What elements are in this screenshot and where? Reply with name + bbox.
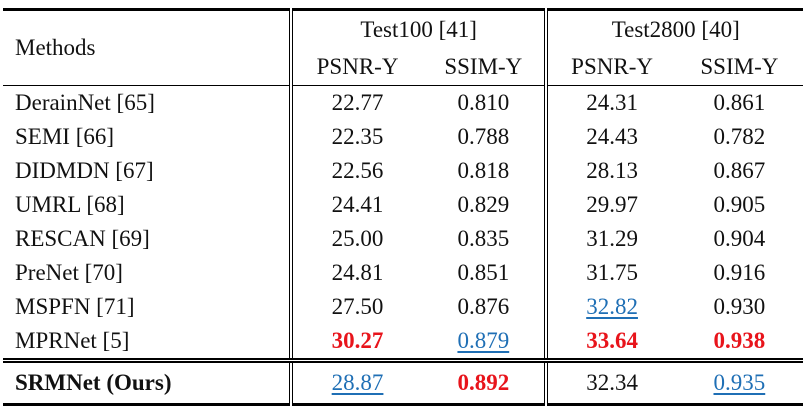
- method: SRMNet (Ours): [3, 358, 293, 406]
- method: PreNet [70]: [3, 256, 293, 290]
- cell: 22.35: [331, 124, 384, 149]
- method: MSPFN [71]: [3, 290, 293, 324]
- row: MSPFN [71] 27.50 0.876 32.82 0.930: [3, 290, 803, 324]
- best: 33.64: [586, 328, 638, 353]
- cell: 33.64: [546, 324, 675, 361]
- cell: 22.77: [331, 90, 384, 115]
- cell: 0.867: [713, 158, 766, 183]
- cell: 32.82: [546, 290, 675, 324]
- cell: 0.876: [422, 290, 549, 324]
- header-row: Methods Test100 [41] Test2800 [40]: [3, 8, 803, 86]
- best: 30.27: [331, 328, 384, 353]
- method: DerainNet [65]: [3, 85, 293, 120]
- cell: 0.818: [422, 154, 549, 188]
- metric-header: SSIM-Y: [422, 49, 549, 86]
- row: DerainNet [65] 22.77 0.810 24.31 0.861: [3, 85, 803, 120]
- metric-row: PSNR-Y SSIM-Y PSNR-Y SSIM-Y: [3, 49, 803, 86]
- second-best: 32.82: [586, 294, 638, 319]
- cell: 0.788: [422, 120, 549, 154]
- methods-header: Methods: [3, 8, 293, 86]
- cell: 24.43: [586, 124, 638, 149]
- best: 0.892: [457, 370, 510, 395]
- cell: 0.930: [713, 294, 766, 319]
- method: RESCAN [69]: [3, 222, 293, 256]
- row: SRMNet (Ours) 28.87 0.892 32.34 0.935: [3, 358, 803, 406]
- cell: 30.27: [291, 324, 422, 361]
- cell: 0.861: [713, 90, 766, 115]
- best: 0.938: [713, 328, 766, 353]
- cell: 29.97: [586, 192, 638, 217]
- cell: 0.904: [713, 226, 766, 251]
- cell: 27.50: [331, 294, 384, 319]
- method: UMRL [68]: [3, 188, 293, 222]
- method: SEMI [66]: [3, 120, 293, 154]
- cell: 0.851: [422, 256, 549, 290]
- row: DIDMDN [67] 22.56 0.818 28.13 0.867: [3, 154, 803, 188]
- cell: 24.81: [331, 260, 384, 285]
- cell: 0.829: [422, 188, 549, 222]
- results-table: Methods Test100 [41] Test2800 [40] PSNR-…: [3, 8, 803, 406]
- cell: 0.938: [676, 324, 803, 361]
- row: RESCAN [69] 25.00 0.835 31.29 0.904: [3, 222, 803, 256]
- method: MPRNet [5]: [3, 324, 293, 361]
- cell: 28.13: [586, 158, 638, 183]
- second-best: 0.879: [457, 328, 510, 353]
- row: UMRL [68] 24.41 0.829 29.97 0.905: [3, 188, 803, 222]
- cell: 28.87: [290, 358, 423, 406]
- cell: 0.782: [713, 124, 766, 149]
- cell: 0.905: [713, 192, 766, 217]
- cell: 0.916: [713, 260, 766, 285]
- cell: 0.935: [675, 358, 803, 406]
- metric-header: PSNR-Y: [290, 49, 423, 86]
- cell: 24.41: [331, 192, 384, 217]
- group-header: Test100 [41]: [290, 8, 549, 49]
- metric-header: SSIM-Y: [675, 49, 803, 86]
- cell: 31.29: [586, 226, 638, 251]
- cell: 0.835: [422, 222, 549, 256]
- cell: 0.810: [422, 85, 549, 120]
- row: MPRNet [5] 30.27 0.879 33.64 0.938: [3, 324, 803, 361]
- cell: 31.75: [586, 260, 638, 285]
- cell: 0.892: [422, 358, 549, 406]
- cell: 25.00: [331, 226, 384, 251]
- row: SEMI [66] 22.35 0.788 24.43 0.782: [3, 120, 803, 154]
- cell: 22.56: [331, 158, 384, 183]
- row: PreNet [70] 24.81 0.851 31.75 0.916: [3, 256, 803, 290]
- group-header: Test2800 [40]: [546, 8, 803, 49]
- cell: 32.34: [546, 358, 676, 406]
- cell: 24.31: [586, 90, 638, 115]
- second-best: 0.935: [713, 370, 766, 395]
- second-best: 28.87: [331, 370, 384, 395]
- cell: 0.879: [422, 324, 549, 361]
- metric-header: PSNR-Y: [546, 49, 676, 86]
- method: DIDMDN [67]: [3, 154, 293, 188]
